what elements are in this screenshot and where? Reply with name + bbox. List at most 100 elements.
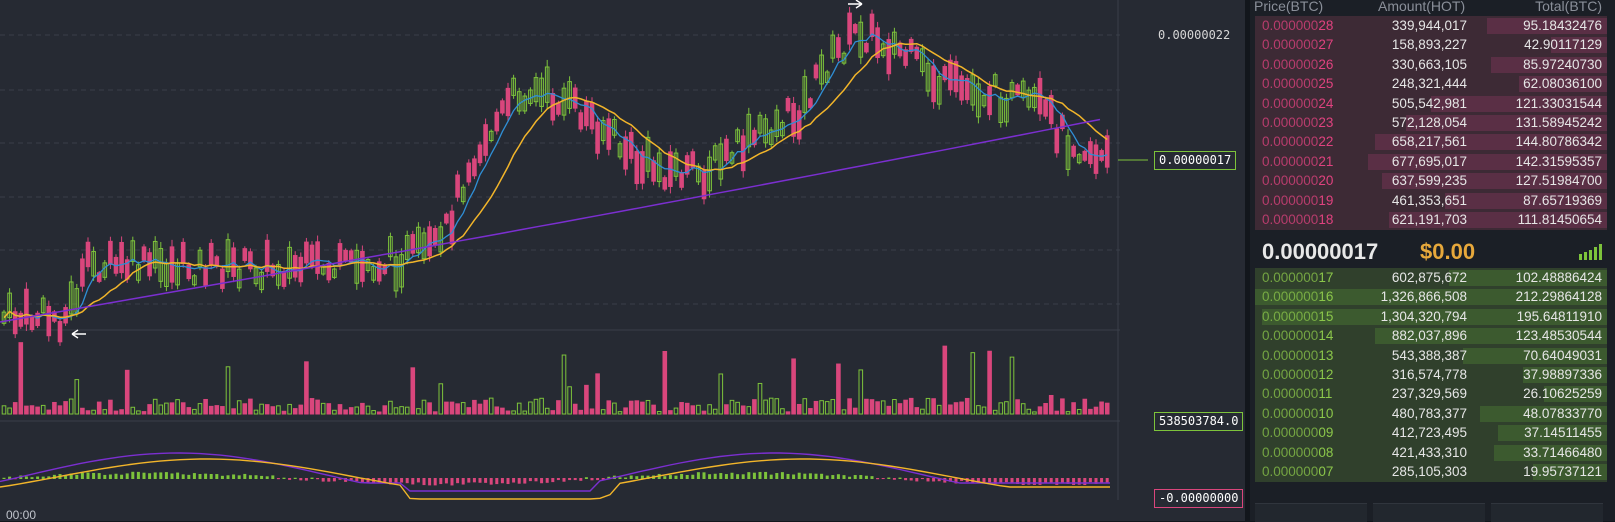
bid-row[interactable]: 0.00000009 412,723,495 37.14511455: [1255, 423, 1607, 444]
candle-body: [740, 135, 746, 172]
bid-row[interactable]: 0.00000007 285,105,303 19.95737121: [1255, 462, 1607, 482]
macd-bar: [293, 477, 297, 479]
volume-bar: [640, 401, 645, 415]
macd-bar: [836, 474, 840, 479]
row-price-digits: 25: [1318, 76, 1334, 92]
row-amount: 505,542,981: [1391, 95, 1467, 111]
candle-body: [444, 213, 449, 224]
row-price: 0.00000027: [1262, 35, 1333, 55]
row-amount: 421,433,310: [1391, 444, 1467, 460]
depth-bar: [1480, 405, 1607, 422]
volume-bar: [298, 404, 304, 415]
ask-row[interactable]: 0.00000024 505,542,981 121.33031544: [1255, 93, 1607, 114]
volume-bar: [225, 366, 231, 415]
volume-bar: [892, 398, 897, 415]
row-total: 37.14511455: [1524, 425, 1602, 441]
candle-body: [584, 100, 589, 127]
row-amount: 572,128,054: [1391, 115, 1467, 130]
ask-row[interactable]: 0.00000018 621,191,703 111.81450654: [1255, 210, 1607, 230]
ask-row[interactable]: 0.00000021 677,695,017 142.31595357: [1255, 151, 1607, 172]
row-amount: 461,353,651: [1391, 192, 1467, 208]
bid-row[interactable]: 0.00000015 1,304,320,794 195.64811910: [1255, 306, 1607, 327]
candle-body: [953, 61, 959, 93]
macd-bar: [724, 474, 728, 479]
volume-bar: [393, 407, 399, 415]
candle-body: [7, 292, 12, 319]
depth-bar: [1462, 347, 1607, 364]
macd-bar: [680, 473, 684, 479]
volume-bar: [40, 404, 46, 415]
ask-row[interactable]: 0.00000027 158,893,227 42.90117129: [1255, 35, 1607, 56]
tab-2[interactable]: [1373, 503, 1485, 522]
volume-bar: [1043, 403, 1048, 415]
ask-row[interactable]: 0.00000025 248,321,444 62.08036100: [1255, 74, 1607, 95]
volume-bar: [830, 399, 836, 415]
volume-bar: [707, 404, 712, 415]
volume-bar: [236, 400, 242, 415]
volume-bar: [875, 401, 880, 415]
macd-bar: [1055, 478, 1059, 485]
volume-bar: [696, 404, 701, 415]
macd-bar: [170, 473, 174, 479]
ask-row[interactable]: 0.00000023 572,128,054 131.58945242: [1255, 113, 1607, 133]
macd-bar: [551, 478, 555, 483]
ask-row[interactable]: 0.00000020 637,599,235 127.51984700: [1255, 171, 1607, 192]
row-price: 0.00000007: [1262, 462, 1333, 482]
volume-bar: [746, 406, 752, 415]
candle-body: [903, 49, 908, 66]
price-chart[interactable]: 0.00000022 0.00000017 538503784.0 -0.000…: [0, 0, 1245, 522]
volume-bar: [763, 399, 768, 415]
macd-bar: [97, 473, 101, 479]
time-axis-label: 00:00: [6, 508, 37, 522]
macd-bar: [887, 477, 891, 479]
bid-row[interactable]: 0.00000013 543,388,387 70.64049031: [1255, 345, 1607, 366]
ask-row[interactable]: 0.00000028 339,944,017 95.18432476: [1255, 16, 1607, 36]
macd-bar: [831, 475, 835, 479]
volume-bar: [791, 358, 796, 415]
ask-row[interactable]: 0.00000026 330,663,105 85.97240730: [1255, 54, 1607, 75]
macd-bar: [450, 478, 454, 486]
bid-row[interactable]: 0.00000014 882,037,896 123.48530544: [1255, 326, 1607, 347]
bid-row[interactable]: 0.00000008 421,433,310 33.71466480: [1255, 442, 1607, 463]
row-price-digits: 21: [1318, 153, 1334, 169]
macd-bar: [1100, 478, 1104, 484]
candle-body: [662, 177, 668, 190]
candle-body: [623, 136, 628, 170]
ask-row[interactable]: 0.00000022 658,217,561 144.80786342: [1255, 132, 1607, 153]
bid-row[interactable]: 0.00000010 480,783,377 48.07833770: [1255, 403, 1607, 424]
candle-body: [253, 267, 259, 285]
candle-body: [287, 246, 292, 279]
volume-bar: [729, 399, 735, 415]
macd-bar: [338, 478, 342, 480]
macd-tag: -0.00000000: [1154, 489, 1244, 508]
bid-row[interactable]: 0.00000012 316,574,778 37.98897336: [1255, 365, 1607, 385]
candle-body: [421, 232, 427, 260]
depth-bar: [1497, 425, 1607, 442]
macd-bar: [198, 474, 202, 479]
bid-row[interactable]: 0.00000017 602,875,672 102.48886424: [1255, 268, 1607, 288]
high-price-label: 0.00000022: [1158, 28, 1231, 42]
candle-body: [68, 281, 74, 315]
candlestick-chart-canvas[interactable]: [0, 0, 1245, 521]
macd-bar: [405, 478, 409, 484]
row-price-digits: 20: [1318, 173, 1334, 189]
depth-bar: [1262, 308, 1607, 325]
macd-bar: [736, 474, 740, 479]
ask-row[interactable]: 0.00000019 461,353,651 87.65719369: [1255, 190, 1607, 211]
volume-bar: [970, 352, 976, 415]
row-total: 131.58945242: [1515, 115, 1602, 130]
depth-bar: [1374, 328, 1607, 345]
row-price-prefix: 0.000000: [1262, 212, 1319, 227]
bid-row[interactable]: 0.00000011 237,329,569 26.10625259: [1255, 384, 1607, 405]
candle-body: [936, 76, 942, 105]
volume-bar: [656, 411, 662, 415]
bid-row[interactable]: 0.00000016 1,326,866,508 212.29864128: [1255, 287, 1607, 308]
row-price-digits: 12: [1318, 367, 1334, 382]
volume-bar: [976, 405, 981, 415]
volume-bar: [931, 398, 936, 415]
tab-1[interactable]: [1255, 503, 1367, 522]
macd-bar: [1016, 478, 1020, 485]
macd-bar: [719, 473, 723, 479]
tab-3[interactable]: [1491, 503, 1603, 522]
candle-body: [500, 100, 505, 114]
